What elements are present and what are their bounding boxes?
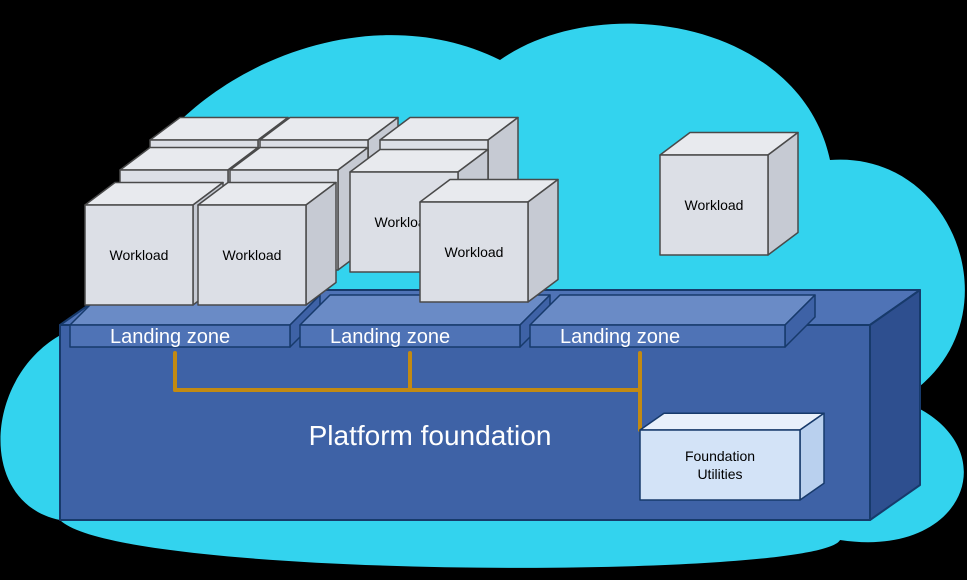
platform-side xyxy=(870,290,920,520)
landing-zone-label-1: Landing zone xyxy=(330,326,450,348)
workload-cube-2-0-label: Workload xyxy=(685,197,744,213)
foundation-utilities-label-1: Foundation xyxy=(685,448,755,464)
diagram-svg: Landing zone Landing zone Landing zone Work… xyxy=(0,0,967,580)
diagram-stage: Landing zone Landing zone Landing zone Work… xyxy=(0,0,967,580)
landing-zone-label-0: Landing zone xyxy=(110,326,230,348)
foundation-utilities-front xyxy=(640,430,800,500)
foundation-utilities-label-2: Utilities xyxy=(697,466,742,482)
workload-cube-0-4-label: Workload xyxy=(110,247,169,263)
workload-cube-2-0-side xyxy=(768,133,798,256)
workload-cube-0-5-label: Workload xyxy=(223,247,282,263)
workload-cube-1-2-label: Workload xyxy=(445,244,504,260)
foundation-utilities-top xyxy=(640,413,824,430)
landing-zone-label-2: Landing zone xyxy=(560,326,680,348)
workload-cube-0-5-side xyxy=(306,183,336,306)
landing-zone-top-2 xyxy=(530,295,815,325)
platform-foundation-label: Platform foundation xyxy=(309,420,552,451)
workload-cube-1-2-side xyxy=(528,180,558,303)
